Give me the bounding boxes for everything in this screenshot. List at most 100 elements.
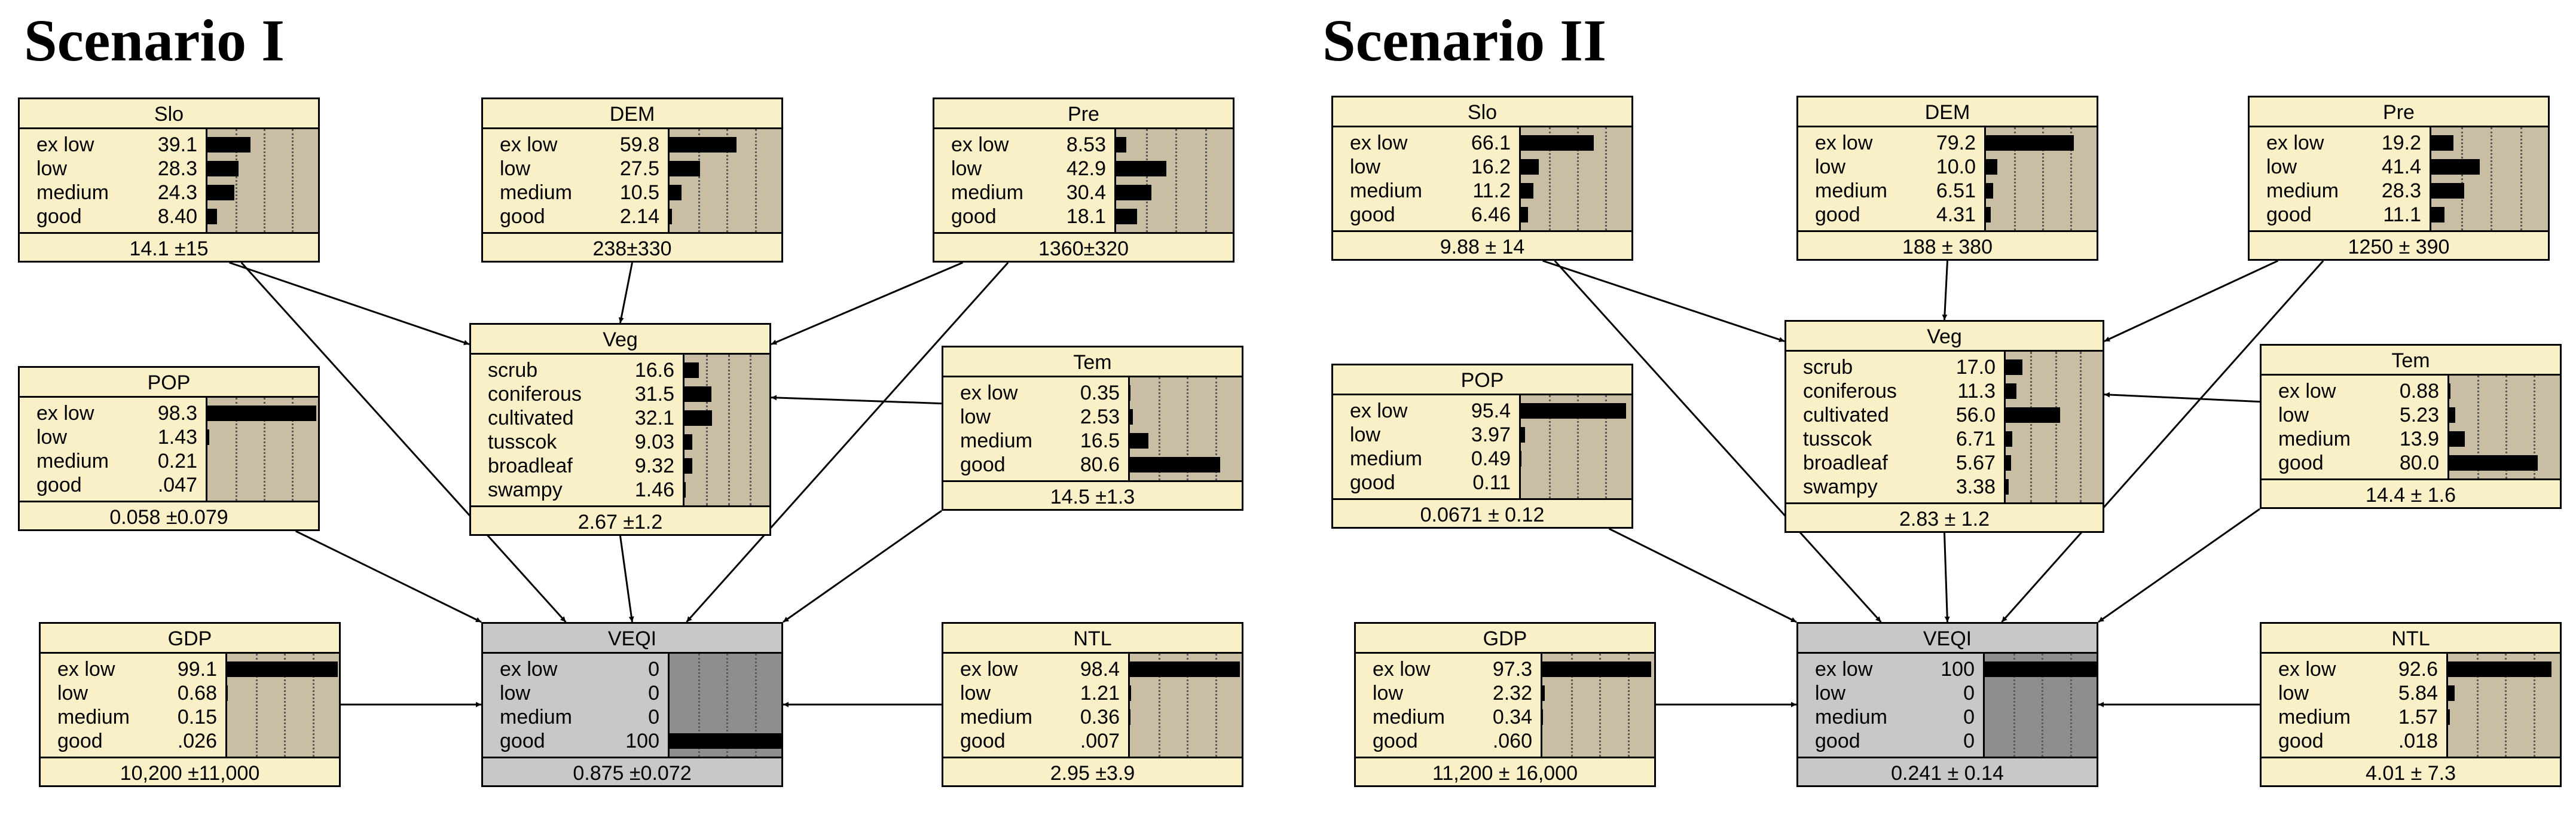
node-ntl[interactable]: NTL ex low 92.6 low 5.84 medium 1.57 good .018 4.… bbox=[2260, 622, 2562, 787]
gridline bbox=[292, 398, 294, 501]
state-name: ex low bbox=[1350, 400, 1408, 422]
probability-bar bbox=[2006, 407, 2060, 423]
node-dem[interactable]: DEM ex low 59.8 low 27.5 medium 10.5 good 2.14 23… bbox=[481, 97, 783, 263]
state-value: 11.3 bbox=[1957, 380, 1996, 403]
state-value: 80.6 bbox=[1080, 453, 1120, 476]
node-summary: 14.1 ±15 bbox=[20, 232, 318, 262]
node-gdp[interactable]: GDP ex low 97.3 low 2.32 medium 0.34 good .060 11… bbox=[1354, 622, 1656, 787]
state-row: ex low 39.1 bbox=[20, 133, 206, 157]
state-row: good 80.0 bbox=[2262, 451, 2447, 475]
node-pre[interactable]: Pre ex low 8.53 low 42.9 medium 30.4 good 18.1 13… bbox=[933, 97, 1234, 263]
gridline bbox=[2505, 376, 2507, 478]
state-row: low 0 bbox=[483, 681, 668, 705]
edge-pre-to-veg bbox=[771, 261, 964, 345]
edge-pre-to-veg bbox=[2104, 260, 2279, 342]
state-value: 99.1 bbox=[177, 658, 217, 681]
gridline bbox=[236, 129, 237, 232]
node-gdp[interactable]: GDP ex low 99.1 low 0.68 medium 0.15 good .026 10… bbox=[39, 622, 341, 787]
probability-bar bbox=[2449, 455, 2538, 471]
probability-bar bbox=[1542, 685, 1545, 701]
state-value: 1.43 bbox=[157, 426, 197, 449]
node-veqi[interactable]: VEQI ex low 100 low 0 medium 0 good 0 0.241 ± 0.1… bbox=[1796, 622, 2098, 787]
state-name: ex low bbox=[57, 658, 115, 681]
probability-bar-panel bbox=[1541, 654, 1654, 757]
state-value: 92.6 bbox=[2398, 658, 2438, 681]
gridline bbox=[1577, 127, 1579, 230]
node-title: Pre bbox=[2250, 97, 2548, 127]
state-value: 10.0 bbox=[1936, 156, 1976, 178]
probability-bar bbox=[1521, 403, 1626, 419]
node-ntl[interactable]: NTL ex low 98.4 low 1.21 medium 0.36 good .007 2.… bbox=[942, 622, 1243, 787]
gridline bbox=[2013, 654, 2015, 757]
probability-bar bbox=[1116, 209, 1137, 224]
state-name: good bbox=[57, 730, 103, 752]
state-row: low 28.3 bbox=[20, 157, 206, 181]
state-row: good 18.1 bbox=[934, 205, 1114, 228]
edge-tem-to-veg bbox=[771, 395, 942, 405]
state-name: low bbox=[36, 157, 68, 180]
state-value: 27.5 bbox=[619, 157, 659, 180]
gridline bbox=[1215, 654, 1217, 757]
state-name: low bbox=[951, 157, 982, 180]
state-name: scrub bbox=[1803, 356, 1853, 379]
node-tem[interactable]: Tem ex low 0.88 low 5.23 medium 13.9 good 80.0 14… bbox=[2260, 344, 2562, 509]
node-states: ex low 98.3 low 1.43 medium 0.21 good .047 bbox=[20, 398, 318, 501]
state-name: low bbox=[1350, 423, 1381, 446]
gridline bbox=[726, 654, 728, 757]
state-value: 28.3 bbox=[2381, 179, 2421, 202]
state-row: ex low 98.3 bbox=[20, 401, 206, 425]
edge-pre-to-veqi bbox=[686, 261, 1009, 623]
gridline bbox=[1205, 129, 1207, 232]
probability-bar-panel bbox=[1983, 654, 2097, 757]
node-states: scrub 17.0 coniferous 11.3 cultivated 56.0 tus… bbox=[1786, 352, 2103, 502]
node-states: ex low 100 low 0 medium 0 good 0 bbox=[1798, 654, 2097, 757]
node-tem[interactable]: Tem ex low 0.35 low 2.53 medium 16.5 good 80.6 14… bbox=[942, 346, 1243, 511]
state-value: 0 bbox=[648, 682, 659, 705]
state-name: ex low bbox=[951, 133, 1009, 156]
state-value: 98.4 bbox=[1080, 658, 1120, 681]
probability-bar bbox=[1542, 709, 1543, 725]
state-row: scrub 16.6 bbox=[471, 358, 683, 382]
edge-pre-to-veqi bbox=[2001, 260, 2324, 623]
state-row: medium 0 bbox=[483, 705, 668, 729]
state-value: 0.15 bbox=[177, 706, 217, 728]
state-name: good bbox=[2278, 452, 2324, 474]
gridline bbox=[2042, 127, 2044, 230]
state-row: broadleaf 5.67 bbox=[1786, 451, 2004, 475]
node-veg[interactable]: Veg scrub 17.0 coniferous 11.3 cultivated 56.0… bbox=[1784, 320, 2104, 533]
probability-bar bbox=[1130, 433, 1148, 449]
state-name: broadleaf bbox=[488, 455, 573, 477]
state-name: medium bbox=[951, 181, 1023, 204]
probability-bar bbox=[685, 410, 712, 426]
state-value: .007 bbox=[1080, 730, 1120, 752]
node-dem[interactable]: DEM ex low 79.2 low 10.0 medium 6.51 good 4.31 18… bbox=[1796, 96, 2098, 261]
state-value: 8.53 bbox=[1066, 133, 1106, 156]
state-row: low 42.9 bbox=[934, 157, 1114, 181]
state-name: ex low bbox=[1350, 132, 1408, 154]
gridline bbox=[728, 355, 730, 505]
gridline bbox=[292, 129, 294, 232]
node-slo[interactable]: Slo ex low 66.1 low 16.2 medium 11.2 good 6.46 9.… bbox=[1331, 96, 1633, 261]
node-pop[interactable]: POP ex low 98.3 low 1.43 medium 0.21 good .047 0.… bbox=[18, 366, 320, 531]
node-veg[interactable]: Veg scrub 16.6 coniferous 31.5 cultivated 32.1… bbox=[469, 323, 771, 536]
state-row: low 1.21 bbox=[943, 681, 1128, 705]
state-name: coniferous bbox=[488, 383, 582, 406]
node-summary: 10,200 ±11,000 bbox=[41, 757, 339, 786]
state-name: good bbox=[960, 453, 1006, 476]
state-value: 0.21 bbox=[157, 450, 197, 472]
state-value: 5.67 bbox=[1955, 452, 1996, 474]
state-row: cultivated 56.0 bbox=[1786, 403, 2004, 427]
state-row: tusscok 6.71 bbox=[1786, 427, 2004, 451]
node-pop[interactable]: POP ex low 95.4 low 3.97 medium 0.49 good 0.11 0.… bbox=[1331, 364, 1633, 529]
node-slo[interactable]: Slo ex low 39.1 low 28.3 medium 24.3 good 8.40 14… bbox=[18, 97, 320, 263]
node-pre[interactable]: Pre ex low 19.2 low 41.4 medium 28.3 good 11.1 12… bbox=[2248, 96, 2550, 261]
probability-bar bbox=[207, 406, 316, 421]
state-row: low 0.68 bbox=[41, 681, 225, 705]
state-name: low bbox=[1373, 682, 1404, 705]
gridline bbox=[2505, 654, 2507, 757]
node-veqi[interactable]: VEQI ex low 0 low 0 medium 0 good 100 0.875 ±0.07… bbox=[481, 622, 783, 787]
gridline bbox=[750, 355, 751, 505]
state-name: low bbox=[57, 682, 88, 705]
